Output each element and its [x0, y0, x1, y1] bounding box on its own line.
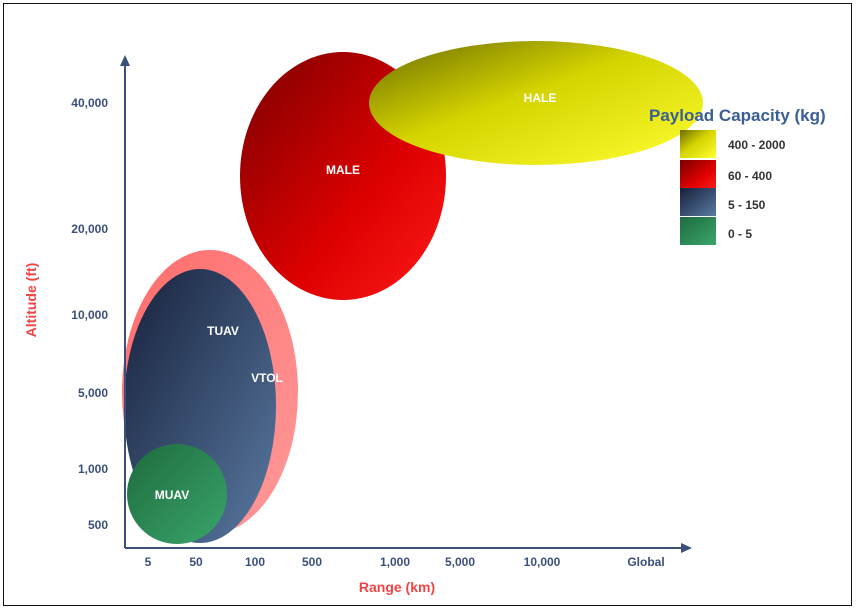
y-tick-labels: 40,000 20,000 10,000 5,000 1,000 500 — [71, 96, 108, 532]
legend-item-label: 400 - 2000 — [728, 138, 786, 152]
y-axis-arrow-icon — [120, 55, 130, 66]
x-tick-label: 1,000 — [380, 555, 410, 569]
legend-item-label: 5 - 150 — [728, 198, 766, 212]
legend-item-label: 60 - 400 — [728, 169, 772, 183]
y-axis-title: Altitude (ft) — [23, 263, 39, 338]
y-tick-label: 5,000 — [78, 386, 108, 400]
legend-item-label: 0 - 5 — [728, 227, 752, 241]
x-tick-label: 10,000 — [524, 555, 561, 569]
x-tick-label: 5 — [145, 555, 152, 569]
x-tick-labels: 5 50 100 500 1,000 5,000 10,000 Global — [145, 555, 665, 569]
x-tick-label: 100 — [245, 555, 265, 569]
region-muav — [127, 444, 227, 544]
legend-swatch — [680, 217, 716, 245]
y-tick-label: 10,000 — [71, 308, 108, 322]
region-hale — [369, 41, 703, 165]
x-axis-title: Range (km) — [359, 579, 435, 595]
legend-title: Payload Capacity (kg) — [649, 106, 826, 125]
region-label-hale: HALE — [524, 91, 557, 105]
y-tick-label: 1,000 — [78, 462, 108, 476]
regions — [122, 41, 703, 544]
legend-swatch — [680, 188, 716, 216]
y-tick-label: 40,000 — [71, 96, 108, 110]
axes — [120, 55, 692, 553]
region-label-tuav: TUAV — [207, 324, 239, 338]
y-tick-label: 20,000 — [71, 222, 108, 236]
region-label-muav: MUAV — [155, 488, 189, 502]
region-labels: HALE MALE TUAV VTOL MUAV — [155, 91, 557, 502]
legend: Payload Capacity (kg) 400 - 2000 60 - 40… — [649, 106, 826, 245]
x-tick-label: Global — [627, 555, 664, 569]
x-tick-label: 50 — [189, 555, 203, 569]
y-tick-label: 500 — [88, 518, 108, 532]
x-tick-label: 500 — [302, 555, 322, 569]
region-label-vtol: VTOL — [251, 371, 283, 385]
x-tick-label: 5,000 — [445, 555, 475, 569]
x-axis-arrow-icon — [681, 543, 692, 553]
region-label-male: MALE — [326, 163, 360, 177]
legend-swatch — [680, 130, 716, 158]
legend-swatch — [680, 160, 716, 188]
